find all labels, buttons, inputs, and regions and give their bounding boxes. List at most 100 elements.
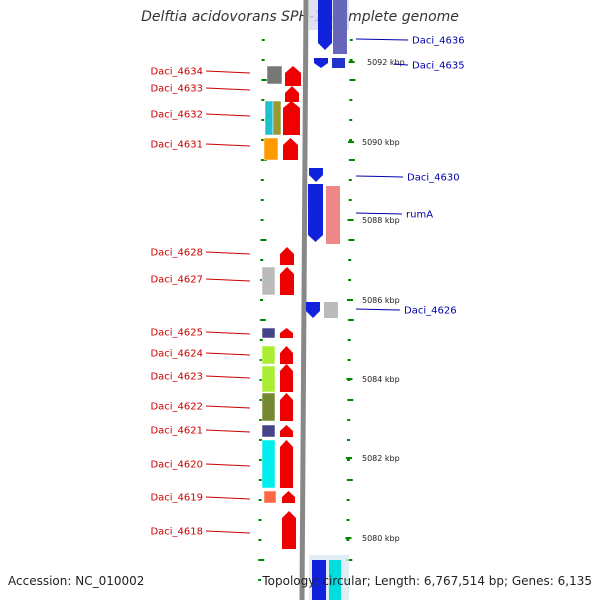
gene-leader-line xyxy=(205,113,251,117)
tick-mark-left xyxy=(261,59,265,61)
gene-label-reverse: Daci_4632 xyxy=(150,110,203,121)
tick-mark-left xyxy=(259,379,263,381)
tick-mark-right xyxy=(346,499,350,501)
tick-mark-right xyxy=(346,539,350,541)
tick-mark-right xyxy=(349,99,353,101)
scale-tick-label: 5088 kbp xyxy=(362,216,400,225)
tick-mark-left xyxy=(258,579,262,581)
gene-block xyxy=(261,345,276,365)
scale-tick-label: 5092 kbp xyxy=(367,58,405,67)
gene-leader-line xyxy=(205,530,251,534)
gene-block xyxy=(272,100,282,136)
tick-mark-left xyxy=(261,79,268,81)
gene-leader-line xyxy=(205,87,251,91)
tick-mark-right xyxy=(348,199,352,201)
scale-tick xyxy=(345,457,352,459)
gene-arrow-forward xyxy=(309,168,323,182)
topology-text: Topology: circular; Length: 6,767,514 bp… xyxy=(262,574,592,588)
gene-arrow-forward xyxy=(312,560,326,600)
tick-mark-right xyxy=(348,179,352,181)
gene-label-reverse: Daci_4623 xyxy=(150,372,203,383)
gene-label-reverse: Daci_4627 xyxy=(150,275,203,286)
gene-leader-line xyxy=(205,70,251,74)
backbone-line xyxy=(299,0,309,600)
tick-mark-right xyxy=(349,79,356,81)
gene-label-reverse: Daci_4620 xyxy=(150,460,203,471)
scale-tick-label: 5082 kbp xyxy=(362,454,400,463)
gene-block xyxy=(261,439,276,489)
tick-mark-right xyxy=(346,459,350,461)
tick-mark-right xyxy=(348,239,355,241)
tick-mark-left xyxy=(258,459,262,461)
gene-leader-line xyxy=(205,251,251,255)
tick-mark-right xyxy=(348,159,355,161)
scale-tick xyxy=(345,537,352,539)
gene-label-reverse: Daci_4633 xyxy=(150,84,203,95)
gene-leader-line xyxy=(205,496,251,500)
tick-mark-right xyxy=(347,319,354,321)
gene-leader-line xyxy=(355,38,409,41)
scale-tick xyxy=(348,61,355,63)
tick-mark-left xyxy=(260,179,264,181)
gene-label-forward: Daci_4626 xyxy=(404,306,457,317)
gene-leader-line xyxy=(205,429,251,433)
gene-arrow-reverse xyxy=(280,267,294,295)
tick-mark-right xyxy=(348,279,352,281)
gene-block xyxy=(261,365,276,393)
tick-mark-right xyxy=(348,259,352,261)
tick-mark-left xyxy=(259,439,263,441)
gene-label-forward: rumA xyxy=(406,210,433,221)
gene-block xyxy=(333,0,347,54)
gene-arrow-forward xyxy=(308,184,323,242)
gene-arrow-reverse xyxy=(280,346,293,364)
scale-tick-label: 5080 kbp xyxy=(362,534,400,543)
gene-leader-line xyxy=(355,308,401,311)
gene-label-reverse: Daci_4628 xyxy=(150,248,203,259)
gene-block xyxy=(264,100,274,136)
tick-mark-right xyxy=(346,479,353,481)
gene-leader-line xyxy=(205,352,251,356)
gene-arrow-forward xyxy=(314,58,328,68)
gene-arrow-reverse xyxy=(280,247,294,265)
gene-label-reverse: Daci_4634 xyxy=(150,67,203,78)
tick-mark-right xyxy=(347,399,354,401)
gene-leader-line xyxy=(205,278,251,282)
gene-arrow-reverse xyxy=(280,425,293,437)
gene-leader-line xyxy=(355,175,404,178)
gene-block xyxy=(332,58,345,68)
tick-mark-left xyxy=(261,119,265,121)
gene-leader-line xyxy=(393,63,409,66)
gene-block xyxy=(261,327,276,339)
accession-text: Accession: NC_010002 xyxy=(8,574,145,588)
scale-tick xyxy=(346,378,353,380)
scale-tick xyxy=(347,219,354,221)
gene-block xyxy=(266,65,283,85)
gene-leader-line xyxy=(205,331,251,335)
tick-mark-left xyxy=(259,359,263,361)
gene-block xyxy=(329,560,341,600)
tick-mark-left xyxy=(259,319,266,321)
scale-tick-label: 5086 kbp xyxy=(362,296,400,305)
gene-block xyxy=(324,302,338,318)
gene-block xyxy=(326,186,340,244)
gene-block xyxy=(261,266,276,296)
tick-mark-left xyxy=(260,259,264,261)
scale-tick xyxy=(348,141,355,143)
gene-block xyxy=(263,137,279,161)
gene-block xyxy=(261,392,276,422)
tick-mark-left xyxy=(259,419,263,421)
tick-mark-right xyxy=(347,439,351,441)
gene-arrow-reverse xyxy=(283,138,298,160)
gene-leader-line xyxy=(205,405,251,409)
tick-mark-left xyxy=(260,219,264,221)
tick-mark-left xyxy=(258,499,262,501)
gene-arrow-reverse xyxy=(280,364,293,392)
tick-mark-left xyxy=(260,299,263,301)
tick-mark-left xyxy=(261,139,265,141)
gene-arrow-reverse xyxy=(280,328,293,338)
gene-arrow-reverse xyxy=(285,86,299,102)
gene-leader-line xyxy=(205,463,251,467)
gene-arrow-forward xyxy=(318,0,332,50)
gene-label-reverse: Daci_4624 xyxy=(150,349,203,360)
